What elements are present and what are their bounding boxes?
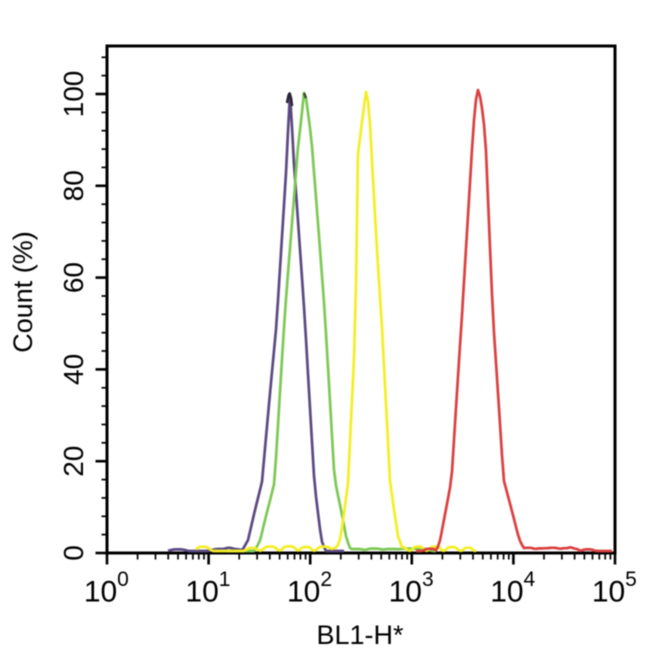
svg-text:40: 40 [58,354,89,385]
svg-text:10: 10 [185,576,218,609]
svg-text:10: 10 [287,576,320,609]
svg-text:10: 10 [84,576,117,609]
svg-text:0: 0 [117,568,129,591]
svg-text:10: 10 [389,576,422,609]
svg-text:5: 5 [625,568,637,591]
svg-text:3: 3 [422,568,434,591]
svg-text:80: 80 [58,170,89,201]
svg-text:10: 10 [592,576,625,609]
svg-text:Count (%): Count (%) [8,231,38,353]
svg-text:4: 4 [524,568,536,591]
svg-text:1: 1 [219,568,231,591]
svg-text:2: 2 [320,568,332,591]
svg-text:0: 0 [58,545,89,561]
svg-text:100: 100 [58,71,89,118]
svg-text:60: 60 [58,262,89,293]
svg-text:20: 20 [58,446,89,477]
svg-text:10: 10 [490,576,523,609]
svg-text:BL1-H*: BL1-H* [316,620,404,650]
